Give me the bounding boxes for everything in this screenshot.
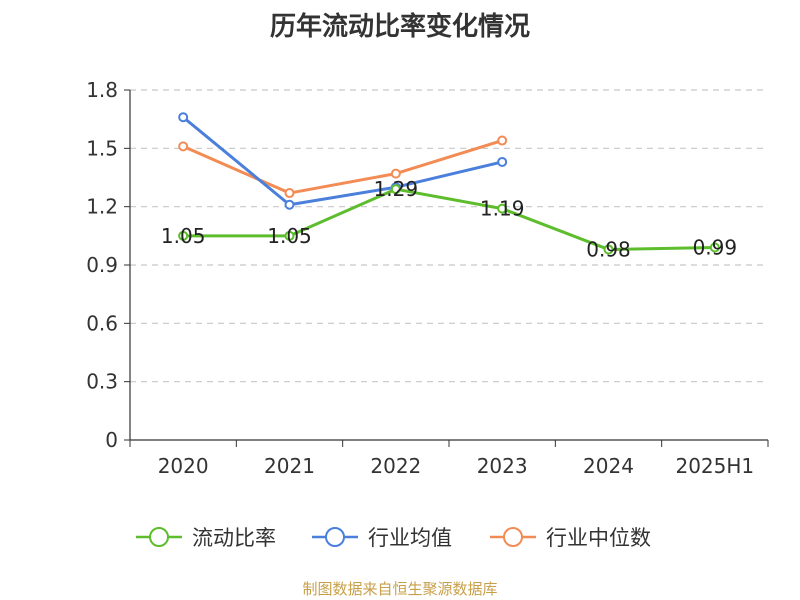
source-note: 制图数据来自恒生聚源数据库 (302, 580, 498, 598)
data-labels: 1.05 1.05 1.29 1.19 0.98 0.99 (161, 177, 737, 261)
legend-label: 行业均值 (368, 526, 452, 550)
legend-item-1[interactable]: 行业均值 (312, 526, 452, 550)
x-tick-label: 2023 (477, 454, 528, 478)
series-line-1 (182, 116, 503, 207)
legend-label: 流动比率 (192, 526, 276, 550)
y-tick-label: 0 (105, 428, 118, 452)
series-line-2 (182, 139, 503, 195)
legend[interactable]: 流动比率 行业均值 行业中位数 (136, 526, 651, 550)
y-tick-label: 0.9 (86, 253, 118, 277)
y-tick-label: 0.3 (86, 370, 118, 394)
y-tick-label: 1.2 (86, 195, 118, 219)
data-label: 1.05 (267, 224, 312, 248)
chart-title: 历年流动比率变化情况 (269, 12, 530, 42)
series-line-0 (183, 187, 715, 251)
data-label: 0.99 (693, 236, 738, 260)
data-point (390, 168, 401, 179)
x-tick-label: 2020 (158, 454, 209, 478)
series-lines (178, 112, 720, 255)
data-label: 1.05 (161, 224, 206, 248)
x-tick-label: 2022 (370, 454, 421, 478)
legend-swatch-marker (149, 527, 169, 547)
data-label: 1.29 (374, 177, 419, 201)
data-point (284, 199, 295, 210)
data-point (497, 203, 508, 214)
legend-label: 行业中位数 (546, 526, 651, 550)
axes: 0 0.3 0.6 0.9 1.2 1.5 1.8 2020 2021 2022 2023 2024 2… (86, 78, 769, 478)
data-point (390, 184, 401, 195)
data-point (603, 244, 614, 255)
x-tick-label: 2024 (583, 454, 634, 478)
grid-lines (130, 89, 768, 383)
legend-swatch-marker (503, 527, 523, 547)
x-tick-label: 2025H1 (675, 454, 754, 478)
legend-item-2[interactable]: 行业中位数 (490, 526, 651, 550)
data-point (497, 135, 508, 146)
x-tick-label: 2021 (264, 454, 315, 478)
data-point (178, 141, 189, 152)
y-tick-label: 1.5 (86, 136, 118, 160)
legend-item-0[interactable]: 流动比率 (136, 526, 276, 550)
y-tick-label: 0.6 (86, 311, 118, 335)
data-point (709, 242, 720, 253)
data-point (284, 188, 295, 199)
data-label: 0.98 (586, 237, 631, 261)
y-tick-label: 1.8 (86, 78, 118, 102)
data-point (284, 230, 295, 241)
data-point (497, 156, 508, 167)
data-label: 1.19 (480, 197, 525, 221)
data-point (178, 112, 189, 123)
legend-swatch-marker (325, 527, 345, 547)
data-point (178, 230, 189, 241)
